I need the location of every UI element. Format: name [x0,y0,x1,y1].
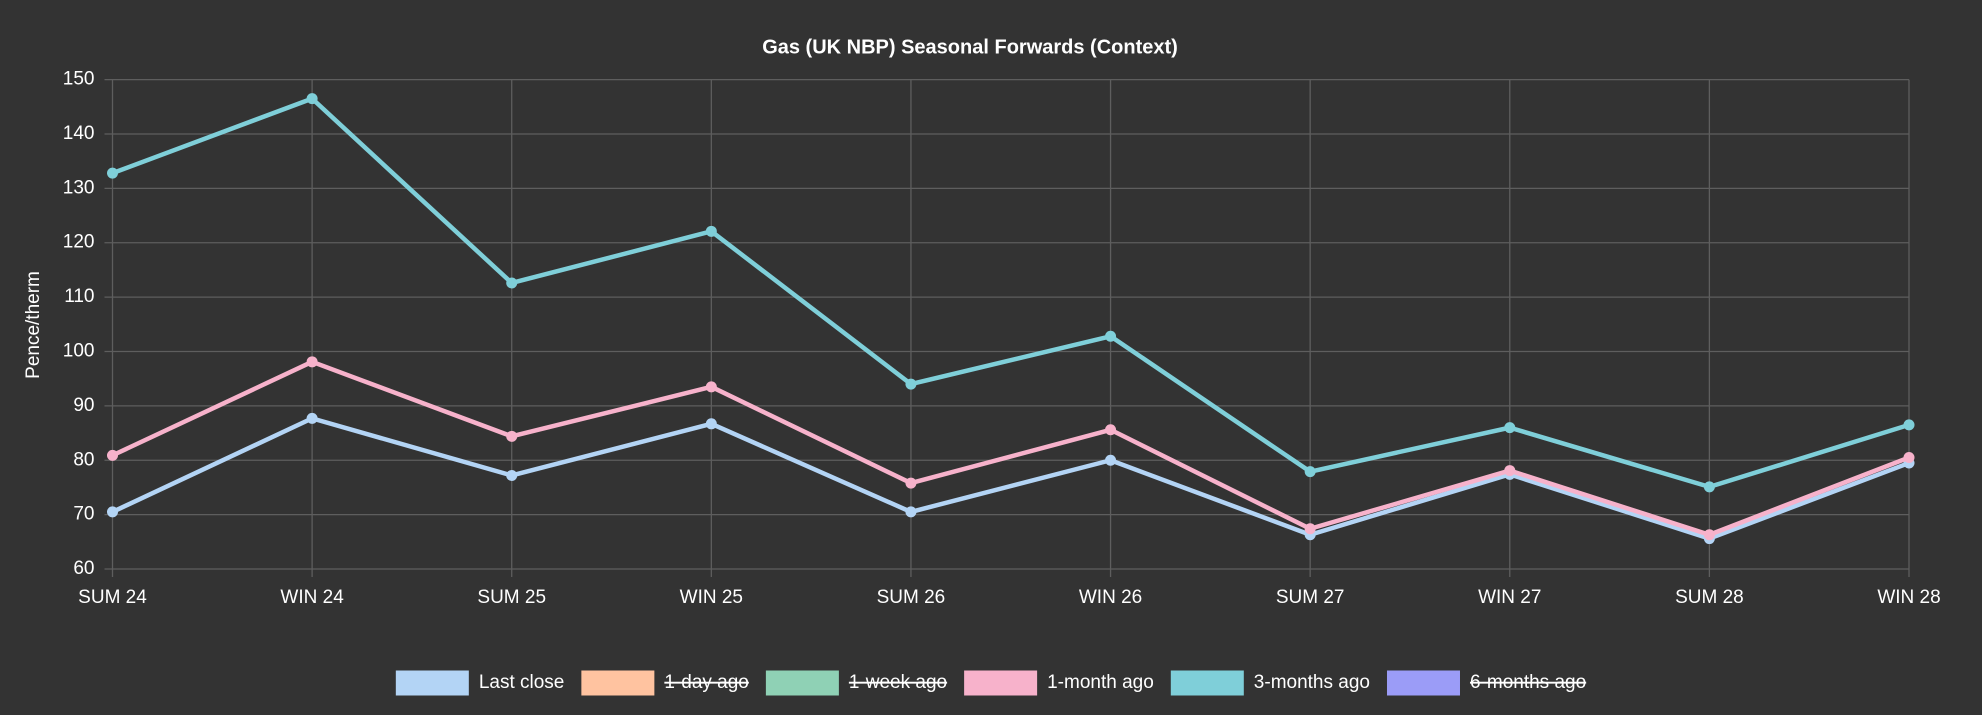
legend-label[interactable]: Last close [479,672,565,693]
x-tick-label: WIN 24 [280,587,344,608]
legend-swatch[interactable] [1386,670,1460,696]
x-tick-label: SUM 28 [1675,587,1744,608]
point [905,378,917,390]
point [905,506,917,518]
point [1903,452,1915,464]
point [705,381,717,393]
legend-label[interactable]: 1-week ago [849,672,947,693]
x-tick-label: SUM 26 [877,587,946,608]
y-axis-label: Pence/therm [23,271,44,379]
point [905,477,917,489]
y-tick-label: 100 [63,341,95,362]
y-tick-label: 90 [73,395,94,416]
point [1504,465,1516,477]
point [107,449,118,461]
point [1105,454,1117,466]
x-tick-label: SUM 25 [477,587,546,608]
y-tick-label: 130 [63,177,95,198]
point [107,506,118,518]
line [111,359,1910,537]
point [1105,424,1117,436]
point [705,418,717,430]
legend-label[interactable]: 1-month ago [1047,672,1154,693]
point [506,469,518,481]
point [306,412,318,424]
point [506,277,518,289]
y-tick-label: 140 [63,123,95,144]
point [1703,529,1715,541]
y-tick-label: 70 [73,504,94,525]
x-tick-label: SUM 24 [78,587,147,608]
legend-swatch[interactable] [1170,670,1244,696]
point [306,93,318,105]
y-tick-label: 120 [63,232,95,253]
point [1504,422,1516,434]
line [111,416,1910,541]
y-tick-label: 150 [63,69,95,90]
x-tick-label: WIN 25 [680,587,743,608]
point [1105,330,1117,342]
point [1903,419,1915,431]
x-tick-label: WIN 26 [1079,587,1142,608]
legend-label[interactable]: 6-months ago [1470,672,1586,693]
y-tick-label: 60 [73,558,94,579]
legend-swatch[interactable] [964,670,1038,696]
legend-swatch[interactable] [395,670,469,696]
point [1304,523,1316,535]
point [1703,481,1715,493]
line [111,96,1910,490]
x-tick-label: WIN 28 [1877,587,1940,608]
point [705,225,717,237]
legend-swatch[interactable] [765,670,839,696]
x-tick-label: WIN 27 [1478,587,1541,608]
legend-label[interactable]: 3-months ago [1254,672,1370,693]
legend-label[interactable]: 1-day ago [664,672,749,693]
y-tick-label: 110 [64,286,94,307]
chart-title: Gas (UK NBP) Seasonal Forwards (Context) [762,36,1178,58]
y-tick-label: 80 [73,449,94,470]
point [306,356,318,368]
point [107,167,118,179]
point [1304,466,1316,478]
x-tick-label: SUM 27 [1276,587,1345,608]
point [506,430,518,442]
legend-swatch[interactable] [581,670,655,696]
